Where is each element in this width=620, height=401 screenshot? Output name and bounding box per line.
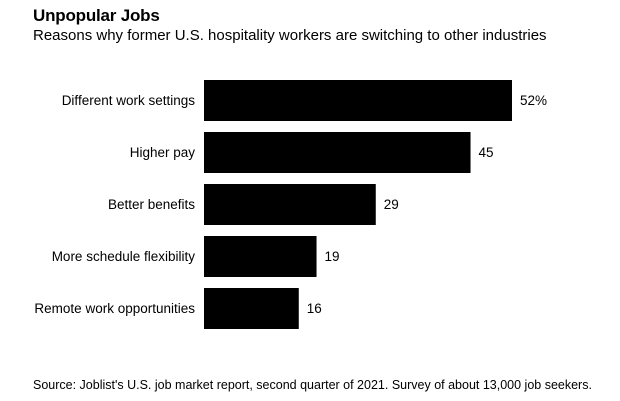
bar-chart: Different work settings 52% Higher pay 45 Be… [34,80,547,329]
category-label-better-benefits: Better benefits [108,197,195,212]
chart-title: Unpopular Jobs [33,6,160,25]
bar-remote-work-opportunities [204,288,299,329]
value-label-more-schedule-flexibility: 19 [325,249,340,264]
bar-different-work-settings [204,80,512,121]
value-label-better-benefits: 29 [384,197,399,212]
category-label-different-work-settings: Different work settings [62,93,196,108]
chart-subtitle: Reasons why former U.S. hospitality work… [33,27,547,44]
category-label-more-schedule-flexibility: More schedule flexibility [52,249,196,264]
category-label-remote-work-opportunities: Remote work opportunities [34,301,195,316]
bar-more-schedule-flexibility [204,236,317,277]
bar-better-benefits [204,184,376,225]
bar-higher-pay [204,132,471,173]
value-label-remote-work-opportunities: 16 [307,301,322,316]
source-note: Source: Joblist's U.S. job market report… [33,378,592,392]
value-label-higher-pay: 45 [479,145,494,160]
category-label-higher-pay: Higher pay [130,145,196,160]
value-label-different-work-settings: 52% [520,93,547,108]
